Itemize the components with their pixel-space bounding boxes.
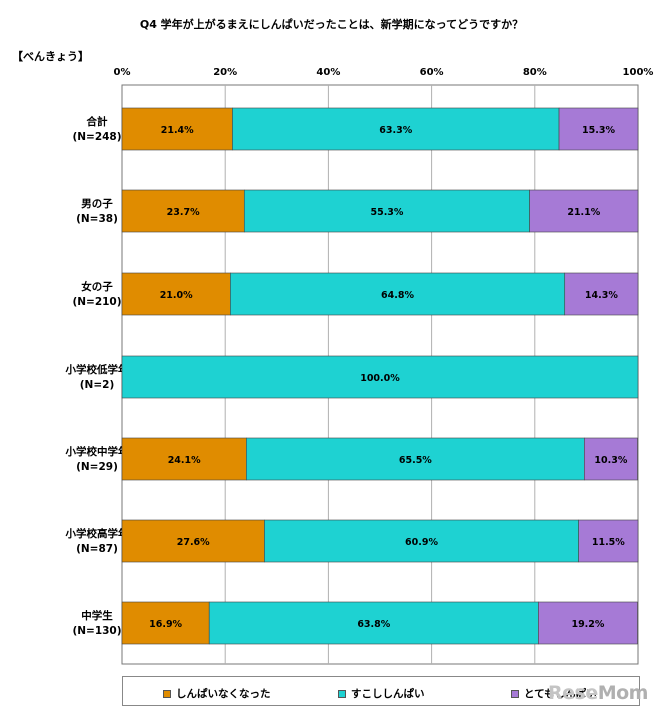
category-n-label: (N=130) xyxy=(72,625,121,637)
bar-segment xyxy=(584,437,638,481)
data-label: 23.7% xyxy=(167,207,200,218)
data-label: 11.5% xyxy=(592,537,625,548)
data-label: 15.3% xyxy=(582,125,615,136)
bar-segment xyxy=(564,272,639,316)
resemom-watermark-logo: ReseMom xyxy=(548,682,648,704)
x-tick-label: 40% xyxy=(316,67,340,78)
legend-label: とてもしんぱい xyxy=(524,688,597,700)
category-n-label: (N=248) xyxy=(72,131,121,143)
category-label: 合計 xyxy=(86,115,108,128)
x-tick-label: 20% xyxy=(213,67,237,78)
data-label: 16.9% xyxy=(149,619,182,630)
data-label: 24.1% xyxy=(168,455,201,466)
category-label: 小学校高学年 xyxy=(65,527,129,540)
legend-swatch-orange xyxy=(163,689,171,698)
data-label: 21.1% xyxy=(567,207,600,218)
data-label: 63.8% xyxy=(357,619,390,630)
data-label: 27.6% xyxy=(177,537,210,548)
category-label: 小学校中学年 xyxy=(65,445,129,458)
bar-segment xyxy=(243,189,530,233)
bar-segment xyxy=(121,189,245,233)
legend-swatch-purple xyxy=(511,689,519,698)
data-label: 14.3% xyxy=(585,290,618,301)
chart-legend: しんぱいなくなった すこししんぱい とてもしんぱい xyxy=(122,676,640,706)
data-label: 21.0% xyxy=(160,290,193,301)
data-label: 21.4% xyxy=(161,125,194,136)
category-n-label: (N=87) xyxy=(76,543,118,555)
category-label: 小学校低学年 xyxy=(65,363,129,376)
bar-segment xyxy=(558,107,639,151)
category-label: 中学生 xyxy=(81,609,113,622)
legend-item-totemo-shinpai: とてもしんぱい xyxy=(511,686,597,701)
x-tick-label: 80% xyxy=(523,67,547,78)
data-label: 63.3% xyxy=(379,125,412,136)
bar-segment xyxy=(264,519,579,563)
bar-segment xyxy=(208,601,539,645)
chart-subtitle: 【べんきょう】 xyxy=(12,50,89,63)
data-label: 55.3% xyxy=(370,207,403,218)
data-label: 65.5% xyxy=(399,455,432,466)
category-n-label: (N=2) xyxy=(80,379,115,391)
bar-segment xyxy=(121,601,210,645)
data-label: 10.3% xyxy=(594,455,627,466)
data-label: 60.9% xyxy=(405,537,438,548)
bar-segment xyxy=(121,519,265,563)
legend-item-shinpai-nakunatta: しんぱいなくなった xyxy=(163,686,271,701)
category-n-label: (N=29) xyxy=(76,461,118,473)
bar-segment xyxy=(121,272,231,316)
bar-segment xyxy=(578,519,639,563)
bar-segment xyxy=(121,437,247,481)
bar-segment xyxy=(121,107,233,151)
legend-label: しんぱいなくなった xyxy=(176,688,271,700)
bar-segment xyxy=(538,601,638,645)
x-tick-label: 0% xyxy=(114,67,131,78)
x-tick-label: 100% xyxy=(623,67,654,78)
category-n-label: (N=38) xyxy=(76,213,118,225)
category-n-label: (N=210) xyxy=(72,296,121,308)
legend-label: すこししんぱい xyxy=(351,688,425,700)
data-label: 19.2% xyxy=(571,619,604,630)
chart-title: Q4 学年が上がるまえにしんぱいだったことは、新学期になってどうですか？ xyxy=(139,18,524,31)
bar-segment xyxy=(121,355,639,399)
category-label: 女の子 xyxy=(81,280,113,293)
legend-item-sukoshi-shinpai: すこししんぱい xyxy=(338,686,425,701)
data-label: 100.0% xyxy=(360,373,400,384)
bar-segment xyxy=(529,189,639,233)
legend-swatch-cyan xyxy=(338,689,346,698)
bar-segment xyxy=(246,437,585,481)
data-label: 64.8% xyxy=(381,290,414,301)
bar-segment xyxy=(230,272,566,316)
bar-segment xyxy=(232,107,560,151)
x-tick-label: 60% xyxy=(420,67,444,78)
category-label: 男の子 xyxy=(81,198,113,210)
